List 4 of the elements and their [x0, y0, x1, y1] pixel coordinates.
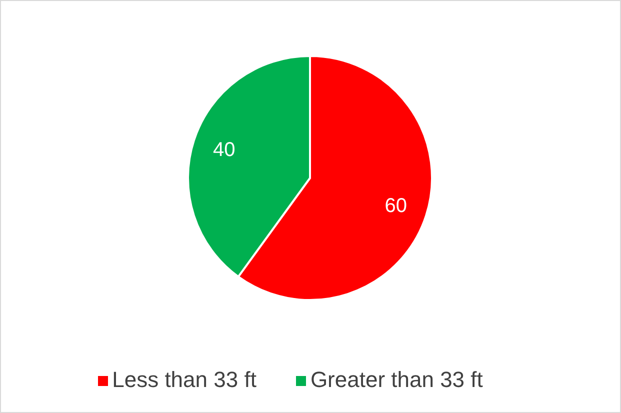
- data-label: 40: [213, 139, 236, 162]
- legend-label: Greater than 33 ft: [310, 367, 483, 392]
- legend-label: Less than 33 ft: [112, 367, 256, 392]
- data-label: 60: [384, 194, 407, 217]
